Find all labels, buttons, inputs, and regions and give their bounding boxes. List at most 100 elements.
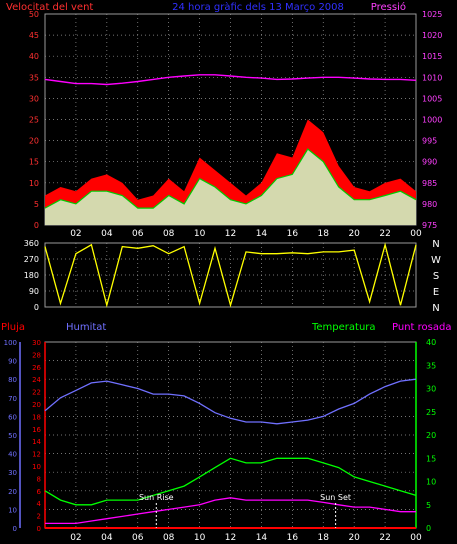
- legend-temperature: Temperatura: [311, 322, 376, 333]
- humidity-tick-label: 50: [8, 432, 17, 440]
- temperature-tick-label: 0: [426, 524, 431, 533]
- temperature-tick-label: 5: [426, 501, 431, 510]
- x-tick-label: 04: [101, 229, 113, 239]
- y-left-tick-label: 25: [29, 116, 39, 125]
- temperature-tick-label: 30: [426, 385, 436, 394]
- humidity-tick-label: 90: [8, 358, 17, 366]
- sun-annotation: Sun Rise: [139, 493, 174, 502]
- rain-tick-label: 6: [37, 488, 42, 496]
- direction-tick-label: 270: [24, 255, 39, 264]
- humidity-tick-label: 60: [8, 413, 17, 421]
- x-tick-label: 14: [256, 229, 268, 239]
- rain-tick-label: 12: [32, 451, 41, 459]
- y-right-tick-label: 1000: [422, 116, 442, 125]
- humidity-temperature-panel: Pluja Humitat Temperatura Punt rosada010203…: [1, 322, 451, 543]
- legend-rain: Pluja: [1, 322, 25, 333]
- y-right-tick-label: 975: [422, 221, 437, 230]
- rain-tick-label: 26: [32, 364, 41, 372]
- rain-tick-label: 30: [32, 339, 41, 347]
- pressure-line: [44, 74, 417, 86]
- compass-label: N: [432, 303, 439, 314]
- y-left-tick-label: 40: [29, 52, 39, 61]
- x-tick-label: 02: [70, 229, 81, 239]
- wind-direction-line: [44, 242, 417, 308]
- compass-label: S: [433, 271, 439, 282]
- y-left-tick-label: 5: [34, 200, 39, 209]
- x-tick-label: 02: [70, 533, 81, 543]
- title-center-label: 24 hora gràfic dels 13 Março 2008: [172, 1, 344, 13]
- legend-dewpoint: Punt rosada: [392, 322, 451, 333]
- y-left-tick-label: 0: [34, 221, 39, 230]
- y-right-tick-label: 1020: [422, 31, 442, 40]
- compass-label: E: [433, 287, 439, 298]
- y-right-tick-label: 980: [422, 200, 437, 209]
- x-tick-label: 16: [287, 533, 299, 543]
- y-right-tick-label: 1025: [422, 10, 442, 19]
- humidity-tick-label: 40: [8, 451, 17, 459]
- y-left-tick-label: 30: [29, 94, 39, 103]
- direction-tick-label: 180: [24, 271, 39, 280]
- title-right-label: Pressió: [371, 1, 406, 13]
- y-right-tick-label: 1005: [422, 94, 442, 103]
- title-left-label: Velocitat del vent: [6, 2, 93, 13]
- x-tick-label: 10: [194, 229, 206, 239]
- legend-humidity: Humitat: [66, 322, 106, 333]
- x-tick-label: 18: [318, 533, 330, 543]
- rain-tick-label: 28: [32, 351, 41, 359]
- x-tick-label: 20: [348, 533, 360, 543]
- direction-tick-label: 0: [34, 303, 39, 312]
- humidity-tick-label: 20: [8, 488, 17, 496]
- rain-tick-label: 22: [32, 389, 41, 397]
- compass-label: N: [432, 239, 439, 250]
- humidity-tick-label: 70: [8, 395, 17, 403]
- y-left-tick-label: 35: [29, 73, 39, 82]
- x-tick-label: 18: [318, 229, 330, 239]
- temperature-tick-label: 10: [426, 478, 436, 487]
- temperature-tick-label: 35: [426, 361, 436, 370]
- x-tick-label: 00: [410, 533, 422, 543]
- wind-average-area: [45, 149, 416, 225]
- sun-annotation: Sun Set: [320, 493, 351, 502]
- x-tick-label: 06: [132, 229, 144, 239]
- x-tick-label: 08: [163, 533, 175, 543]
- humidity-tick-label: 0: [13, 525, 17, 533]
- direction-tick-label: 360: [24, 239, 39, 248]
- temperature-tick-label: 15: [426, 454, 436, 463]
- rain-tick-label: 24: [32, 376, 41, 384]
- compass-label: W: [431, 255, 441, 266]
- rain-tick-label: 2: [37, 513, 41, 521]
- x-tick-label: 12: [225, 229, 236, 239]
- x-tick-label: 00: [410, 229, 422, 239]
- wind-pressure-panel: 0510152025303540455097598098599099510001…: [29, 10, 443, 239]
- x-tick-label: 04: [101, 533, 113, 543]
- rain-tick-label: 14: [32, 438, 41, 446]
- x-tick-label: 10: [194, 533, 206, 543]
- direction-tick-label: 90: [29, 287, 39, 296]
- rain-tick-label: 18: [32, 413, 41, 421]
- humidity-tick-label: 100: [4, 339, 17, 347]
- rain-tick-label: 4: [37, 500, 42, 508]
- temperature-tick-label: 40: [426, 338, 436, 347]
- dewpoint-line: [45, 497, 416, 525]
- x-tick-label: 12: [225, 533, 236, 543]
- y-left-tick-label: 10: [29, 179, 39, 188]
- humidity-tick-label: 30: [8, 469, 17, 477]
- x-tick-label: 08: [163, 229, 175, 239]
- rain-tick-label: 0: [37, 525, 41, 533]
- x-tick-label: 16: [287, 229, 299, 239]
- x-tick-label: 22: [379, 533, 390, 543]
- y-left-tick-label: 45: [29, 31, 39, 40]
- rain-tick-label: 10: [32, 463, 41, 471]
- y-left-tick-label: 20: [29, 137, 39, 146]
- temperature-line: [44, 457, 417, 506]
- y-right-tick-label: 995: [422, 137, 437, 146]
- humidity-line: [44, 378, 417, 425]
- y-right-tick-label: 1015: [422, 52, 442, 61]
- y-left-tick-label: 15: [29, 158, 39, 167]
- y-right-tick-label: 1010: [422, 73, 442, 82]
- temperature-tick-label: 25: [426, 408, 436, 417]
- x-tick-label: 14: [256, 533, 268, 543]
- humidity-tick-label: 80: [8, 376, 17, 384]
